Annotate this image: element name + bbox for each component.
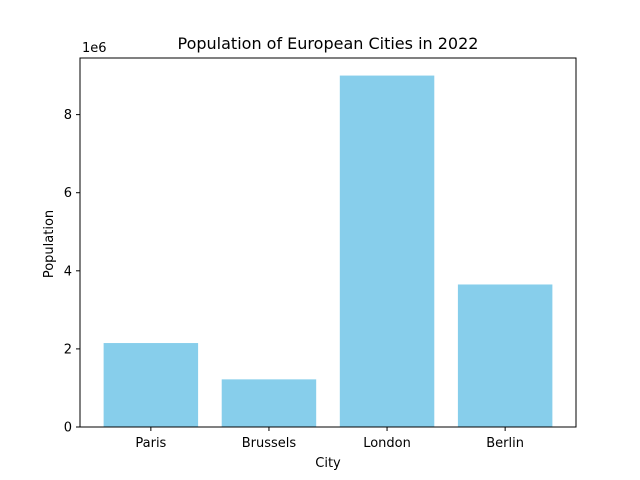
x-tick-label: Berlin <box>486 436 524 451</box>
y-tick-label: 6 <box>64 186 72 201</box>
chart-title: Population of European Cities in 2022 <box>178 34 479 53</box>
bar-london <box>339 75 435 427</box>
y-tick-label: 4 <box>64 264 72 279</box>
x-tick-label: Paris <box>135 436 166 451</box>
y-axis-label: Population <box>42 210 57 278</box>
plot-area-frame <box>79 57 577 428</box>
x-axis-label: City <box>315 456 341 471</box>
x-tick-label: London <box>363 436 411 451</box>
bar-brussels <box>221 379 317 427</box>
y-tick-label: 0 <box>64 421 72 436</box>
y-tick-label: 8 <box>64 108 72 123</box>
bars-group <box>103 75 553 427</box>
y-axis-offset-label: 1e6 <box>82 41 107 56</box>
x-tick-label: Brussels <box>242 436 297 451</box>
bar-paris <box>103 343 199 427</box>
bar-berlin <box>457 284 553 427</box>
y-tick-label: 2 <box>64 342 72 357</box>
y-axis-ticks: 0 2 4 6 8 <box>64 108 80 436</box>
x-axis-ticks: Paris Brussels London Berlin <box>135 427 524 451</box>
